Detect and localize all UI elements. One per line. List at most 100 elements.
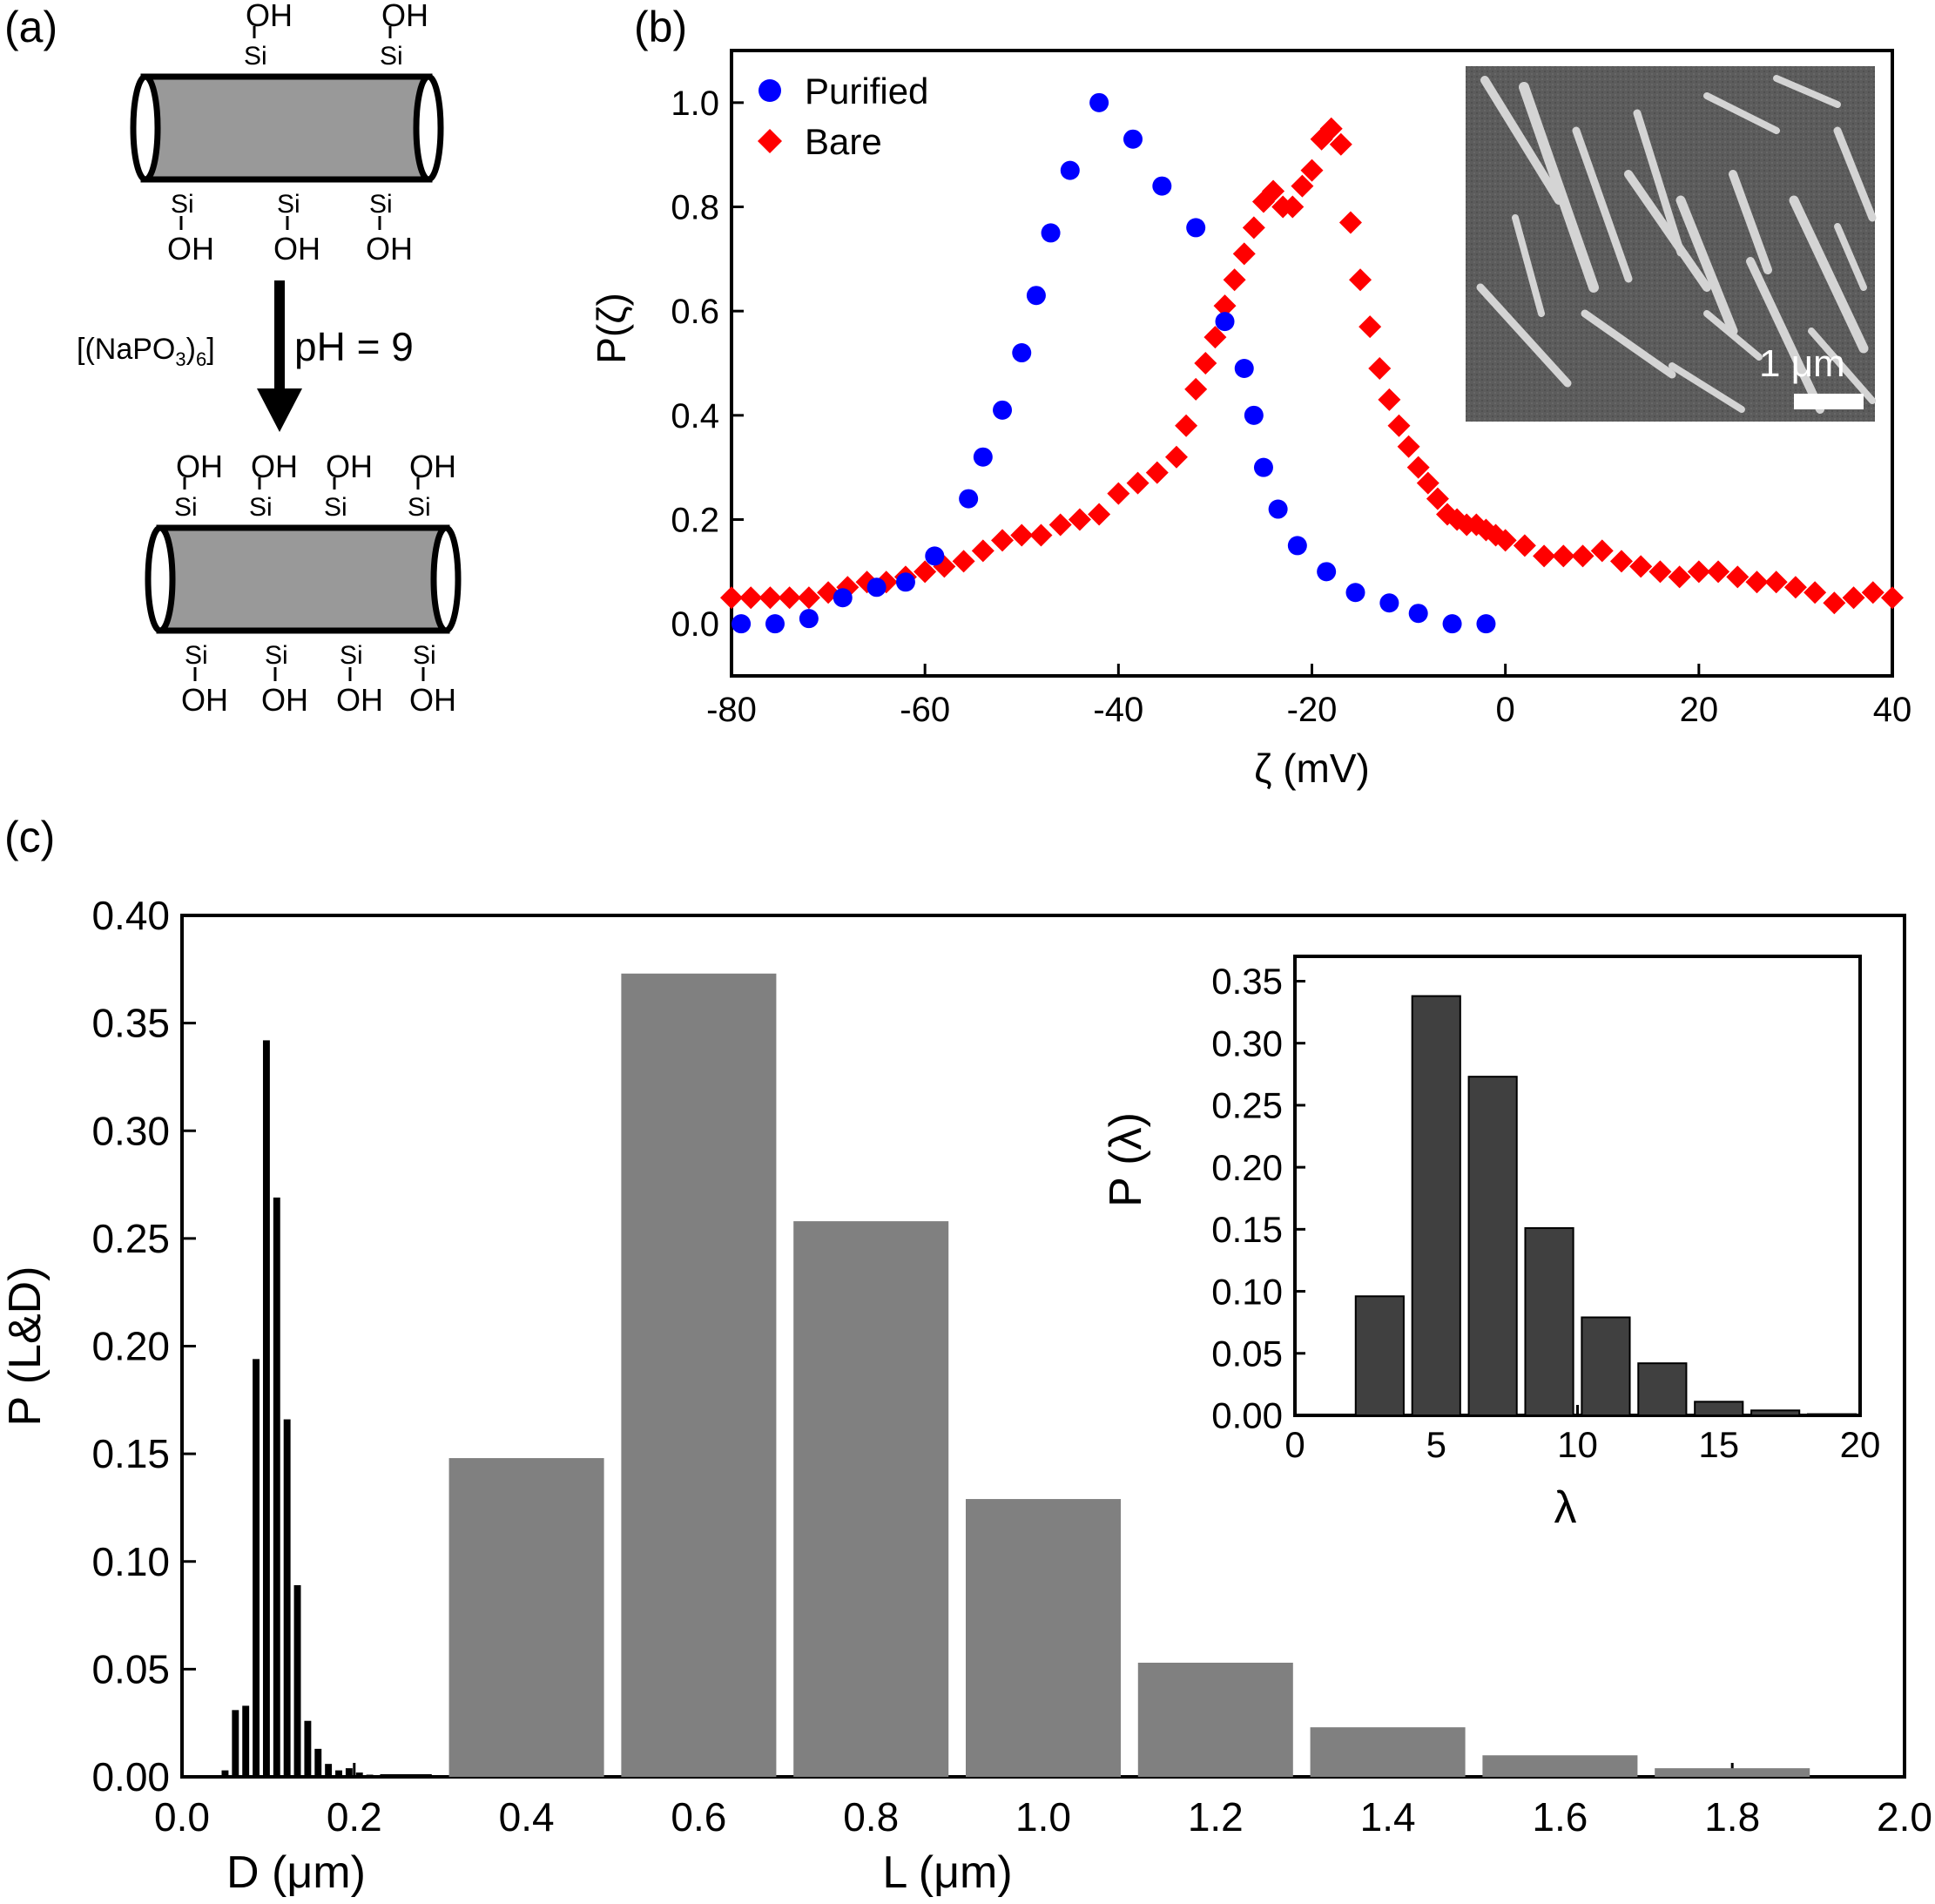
bar-length [621,973,777,1777]
point-purified [1476,614,1496,634]
point-bare [1648,560,1672,584]
bar-length [965,1499,1122,1777]
x-tick-label: 20 [1680,691,1719,729]
y-tick-label: 0.30 [1211,1023,1283,1063]
oh-label: OH [246,0,293,33]
point-bare [1359,315,1382,339]
point-bare [778,586,801,610]
oh-label: OH [409,449,456,484]
oh-label: OH [167,231,214,267]
point-bare [720,586,743,610]
point-bare [1493,529,1517,552]
rod-top-silanol-groups: Si OH Si OH Si OH Si OH Si OH [167,0,428,267]
point-purified [1060,160,1080,180]
x-tick-label: 0 [1284,1424,1305,1465]
point-bare [1397,435,1420,458]
nanorod [1633,109,1685,257]
oh-label: OH [261,682,308,718]
x-tick-label: -20 [1287,691,1338,729]
x-tick-label: 10 [1557,1424,1598,1465]
bar-diameter [293,1584,301,1777]
point-bare [1126,471,1150,495]
si-label: Si [369,190,393,219]
y-axis-label: P (L&D) [0,1266,51,1427]
bar-diameter [345,1768,353,1777]
point-bare [1368,356,1392,380]
point-bare [952,550,975,573]
point-purified [1379,593,1399,613]
y-axis-label: P (λ) [1101,1112,1151,1207]
point-bare [1338,211,1362,234]
point-purified [1089,92,1109,112]
si-label: Si [174,493,198,522]
oh-label: OH [251,449,298,484]
bar-diameter [314,1748,322,1777]
nanorod [1729,170,1772,274]
aspect-ratio-inset-histogram: 0 5 10 15 20 0.00 0.05 0.10 0.15 0.20 0.25 0.30 0.35… [1101,955,1880,1533]
point-bare [1426,487,1449,510]
point-bare [1048,513,1072,537]
y-tick-label: 0.4 [671,397,719,435]
point-bare [1184,377,1208,401]
bar-diameter [262,1040,270,1777]
point-bare [1164,445,1188,469]
point-purified [973,447,993,467]
y-tick-label: 0.05 [1211,1333,1283,1374]
point-purified [833,588,853,608]
rod-bottom-silanol-groups: Si OH Si OH Si OH Si OH Si OH Si OH Si OH Si OH [174,449,456,718]
nanorod [1624,170,1711,292]
point-bare [1416,471,1439,495]
si-label: Si [413,641,436,670]
point-purified [1012,343,1032,363]
bar-diameter [283,1419,291,1777]
si-label: Si [324,493,347,522]
x-axis-label-l: L (μm) [882,1847,1012,1898]
nanorod [1833,126,1877,222]
x-axis-label: ζ (mV) [1254,746,1370,791]
point-purified [993,400,1013,420]
x-tick-label: 1.0 [1015,1794,1071,1840]
point-bare [1842,586,1865,610]
bar-length [1482,1755,1638,1777]
point-bare [1213,294,1237,318]
y-tick-label: 0.2 [671,502,719,540]
nanorod [1581,309,1676,379]
oh-label: OH [366,231,413,267]
y-tick-label: 0.10 [1211,1271,1283,1312]
y-tick-label: 0.35 [91,1001,170,1046]
point-bare [991,529,1015,552]
x-tick-label: 0 [1496,691,1515,729]
y-tick-label: 0.40 [91,893,170,938]
point-bare [1319,117,1343,140]
reagent-label: [(NaPO3)6] [77,333,215,370]
si-label: Si [340,641,363,670]
point-bare [1609,550,1633,573]
point-bare [1203,326,1227,349]
oh-label: OH [381,0,428,33]
bar-lambda [1694,1401,1744,1416]
y-tick-label: 0.10 [91,1539,170,1584]
point-bare [1571,544,1595,568]
point-bare [1861,581,1884,604]
point-bare [1175,414,1198,437]
sem-inset-image: 1 μm [1466,66,1877,422]
point-purified [1041,223,1061,243]
point-bare [1010,523,1034,547]
x-tick-label: -40 [1093,691,1143,729]
y-tick-label: 0.30 [91,1108,170,1153]
bar-lambda [1354,1295,1405,1417]
point-purified [732,614,752,634]
y-tick-label: 1.0 [671,84,719,123]
point-bare [1629,555,1653,578]
point-bare [1687,560,1710,584]
point-purified [765,614,785,634]
point-bare [1262,179,1285,203]
ph-label: pH = 9 [294,324,414,369]
y-tick-label: 0.05 [91,1646,170,1691]
bar-diameter [253,1359,260,1777]
bar-lambda [1806,1413,1857,1417]
x-tick-label: 0.6 [671,1794,726,1840]
si-label: Si [249,493,273,522]
panel-label-c: (c) [4,813,55,861]
